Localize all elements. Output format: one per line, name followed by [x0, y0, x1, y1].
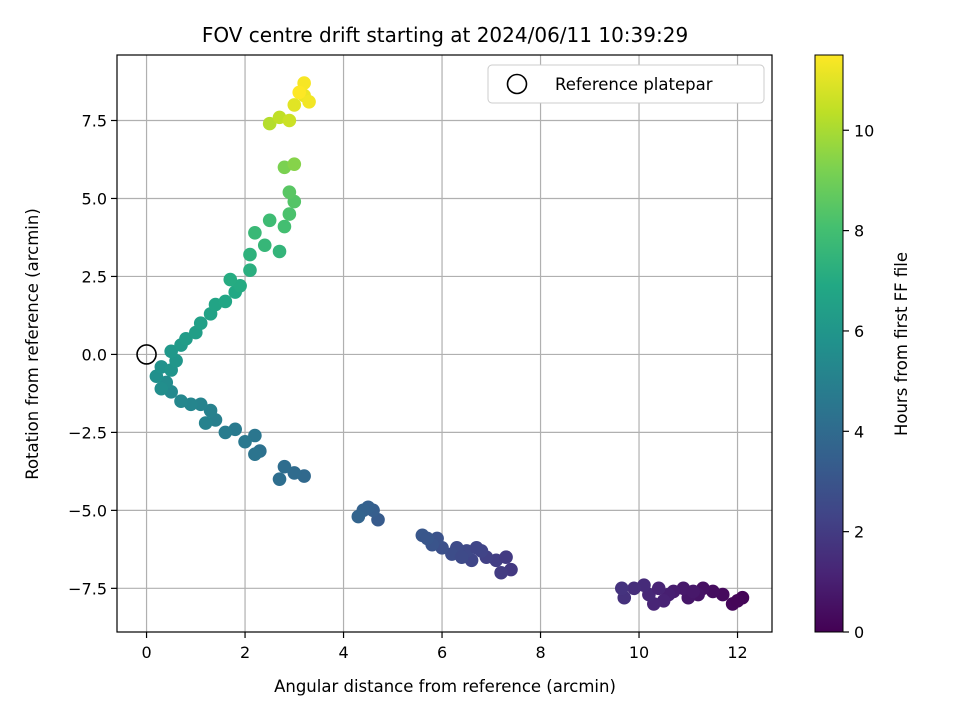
- data-point: [223, 272, 238, 287]
- y-tick-label: 2.5: [82, 267, 107, 286]
- data-point: [248, 447, 262, 462]
- x-tick-label: 6: [437, 643, 447, 662]
- colorbar-tick-label: 2: [854, 523, 864, 542]
- data-point: [218, 425, 233, 440]
- x-axis-ticks: 0 2 4 6 8 10 12: [141, 632, 748, 662]
- x-tick-label: 2: [240, 643, 250, 662]
- data-point: [233, 279, 247, 293]
- data-points: [149, 76, 750, 611]
- data-point: [287, 466, 302, 480]
- data-point: [282, 113, 297, 128]
- chart-title: FOV centre drift starting at 2024/06/11 …: [202, 23, 688, 47]
- plot-frame: [116, 54, 773, 633]
- data-point: [179, 332, 193, 346]
- data-point: [262, 116, 277, 131]
- data-point: [174, 394, 188, 409]
- data-point: [203, 403, 218, 418]
- data-point: [238, 434, 252, 449]
- data-point: [248, 225, 262, 240]
- data-point: [262, 213, 277, 228]
- data-point: [614, 581, 629, 596]
- colorbar-ticks: 0 2 4 6 8 10: [843, 121, 874, 642]
- data-point: [198, 416, 213, 430]
- data-point: [248, 428, 262, 443]
- y-tick-label: 0.0: [82, 345, 107, 364]
- y-tick-label: −2.5: [68, 423, 107, 442]
- legend-entry-label: Reference platepar: [555, 75, 713, 94]
- colorbar-tick-label: 10: [854, 121, 874, 140]
- data-point: [164, 344, 178, 359]
- data-point: [277, 219, 292, 234]
- y-tick-label: 5.0: [82, 189, 107, 208]
- colorbar-tick-label: 0: [854, 623, 864, 642]
- colorbar-label: Hours from first FF file: [892, 252, 911, 436]
- x-tick-label: 10: [629, 643, 649, 662]
- data-point: [277, 459, 292, 474]
- data-point: [494, 565, 508, 580]
- data-point: [282, 185, 297, 200]
- legend-box: [487, 64, 765, 104]
- data-point: [272, 244, 287, 259]
- x-axis-label: Angular distance from reference (arcmin): [274, 677, 616, 696]
- y-tick-label: −5.0: [68, 501, 107, 520]
- data-point: [218, 294, 233, 309]
- y-tick-label: 7.5: [82, 111, 107, 130]
- colorbar: 0 2 4 6 8 10 Hours from first FF file: [814, 54, 911, 642]
- data-point: [420, 531, 435, 546]
- x-tick-label: 0: [141, 643, 151, 662]
- data-point: [243, 247, 257, 262]
- x-tick-label: 4: [338, 643, 348, 662]
- data-point: [292, 85, 307, 100]
- y-axis-label: Rotation from reference (arcmin): [23, 208, 42, 480]
- y-axis-ticks: −7.5 −5.0 −2.5 0.0 2.5 5.0 7.5: [68, 111, 117, 598]
- legend-marker-icon: [506, 73, 528, 95]
- colorbar-gradient: [814, 54, 844, 633]
- data-point: [257, 238, 272, 253]
- legend: Reference platepar: [487, 64, 765, 104]
- reference-platepar-marker: [136, 344, 157, 365]
- data-point: [730, 594, 745, 608]
- data-point: [243, 263, 257, 278]
- data-point: [302, 94, 316, 109]
- data-point: [193, 397, 208, 412]
- x-tick-label: 12: [727, 643, 747, 662]
- data-point: [287, 98, 302, 112]
- colorbar-tick-label: 8: [854, 222, 864, 241]
- data-point: [351, 509, 366, 524]
- data-point: [272, 472, 287, 486]
- data-point: [454, 550, 469, 564]
- data-point: [154, 381, 169, 396]
- colorbar-tick-label: 4: [854, 422, 864, 441]
- data-point: [686, 584, 701, 599]
- x-tick-label: 8: [535, 643, 545, 662]
- data-point: [469, 540, 484, 555]
- data-point: [287, 157, 302, 171]
- colorbar-tick-label: 6: [854, 322, 864, 341]
- data-point: [193, 316, 208, 331]
- data-point: [627, 581, 641, 596]
- data-point: [282, 207, 297, 221]
- data-point: [499, 550, 513, 564]
- data-point: [651, 581, 666, 596]
- y-tick-label: −7.5: [68, 579, 107, 598]
